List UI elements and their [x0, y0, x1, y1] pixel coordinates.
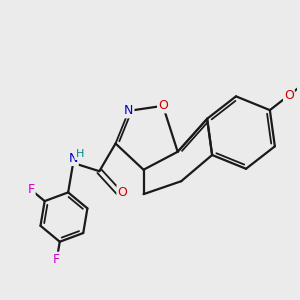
Text: N: N: [124, 104, 134, 117]
Text: O: O: [117, 186, 127, 199]
Text: N: N: [68, 152, 78, 165]
Text: F: F: [53, 253, 60, 266]
Text: O: O: [284, 89, 294, 102]
Text: H: H: [75, 149, 84, 159]
Text: F: F: [28, 183, 34, 196]
Text: O: O: [158, 99, 168, 112]
